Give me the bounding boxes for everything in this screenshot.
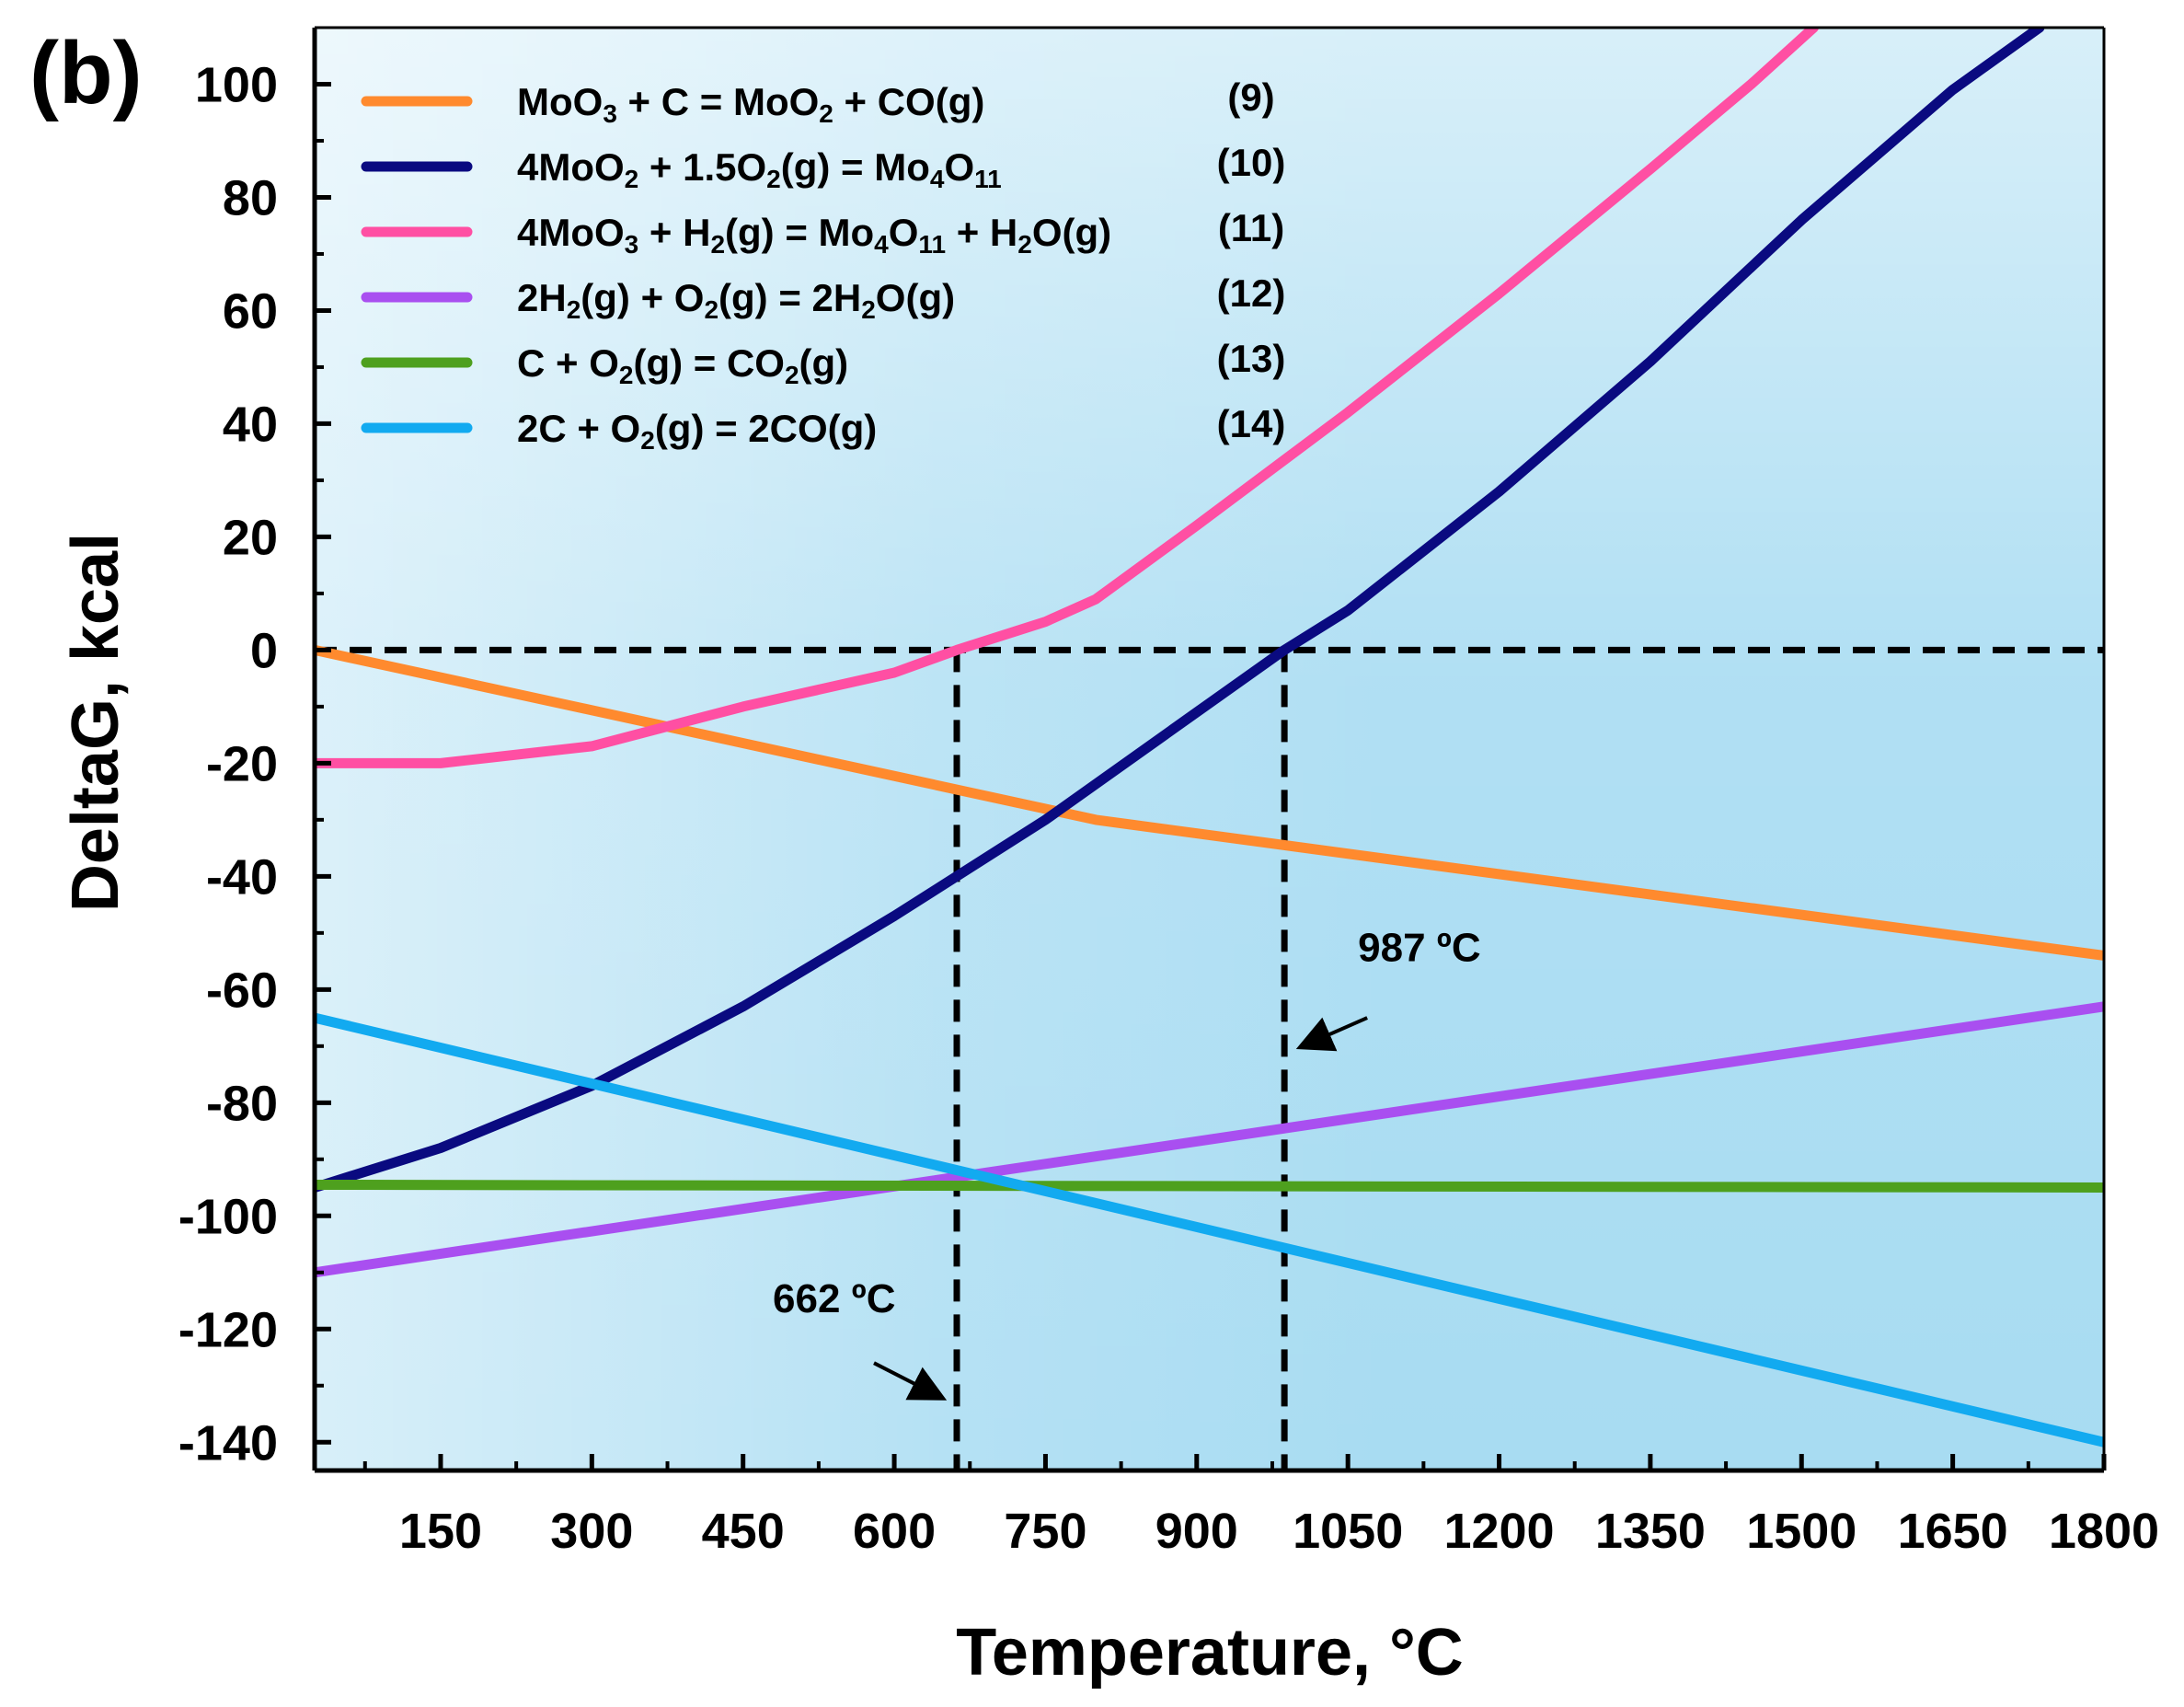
axes	[312, 26, 2107, 1473]
annotations: 987 ºC 662 ºC	[773, 926, 1481, 1401]
y-tick-label: -40	[206, 849, 278, 905]
y-tick-label: -20	[206, 736, 278, 791]
series-line-3	[315, 1001, 2104, 1278]
x-axis-title: Temperature, °C	[956, 1616, 1464, 1690]
legend-label-1: 4MoO2 + 1.5O2(g) = Mo4O11	[517, 145, 1002, 193]
y-tick-label: 80	[223, 170, 278, 225]
legend-label-2: 4MoO3 + H2(g) = Mo4O11 + H2O(g)	[517, 211, 1111, 259]
y-tick-label: 40	[223, 397, 278, 452]
legend-number-3: (12)	[1217, 271, 1286, 315]
legend-label-3: 2H2(g) + O2(g) = 2H2O(g)	[517, 276, 955, 324]
legend-label-4: C + O2(g) = CO2(g)	[517, 341, 848, 389]
legend-number-4: (13)	[1217, 337, 1286, 380]
series-line-1	[315, 28, 2045, 1193]
annotation-arrow-987	[1295, 1016, 1368, 1052]
x-tick-label: 900	[1155, 1504, 1238, 1559]
legend-number-0: (9)	[1227, 75, 1274, 119]
legend-label-5: 2C + O2(g) = 2CO(g)	[517, 407, 877, 455]
x-tick-label: 1050	[1293, 1504, 1403, 1559]
y-tick-label: 20	[223, 510, 278, 565]
series-line-2	[315, 28, 1819, 768]
legend-label-0: MoO3 + C = MoO2 + CO(g)	[517, 80, 984, 128]
tick-labels: 100 80 60 40 20 0 -20 -40 -60 -80 -100 -120 -140 150 3…	[178, 57, 2159, 1559]
x-tick-label: 1650	[1898, 1504, 2008, 1559]
x-tick-label: 1500	[1746, 1504, 1856, 1559]
y-tick-label: 60	[223, 283, 278, 339]
y-tick-label: 0	[250, 623, 278, 678]
x-tick-label: 1200	[1443, 1504, 1554, 1559]
x-tick-label: 450	[702, 1504, 785, 1559]
legend-number-2: (11)	[1218, 206, 1284, 249]
legend-number-1: (10)	[1217, 141, 1286, 184]
annotation-arrow-662	[873, 1361, 948, 1401]
series-line-5	[315, 1012, 2104, 1447]
series-line-0	[315, 644, 2104, 961]
x-tick-label: 1800	[2049, 1504, 2159, 1559]
y-tick-label: -140	[178, 1415, 278, 1471]
series-lines	[315, 28, 2104, 1447]
reference-lines	[315, 646, 2104, 1471]
y-tick-label: -100	[178, 1189, 278, 1244]
legend-number-5: (14)	[1217, 402, 1286, 445]
x-tick-label: 150	[399, 1504, 482, 1559]
y-tick-label: -60	[206, 963, 278, 1018]
x-tick-label: 1350	[1595, 1504, 1706, 1559]
plot-background	[315, 28, 2104, 1471]
series-line-4	[315, 1180, 2104, 1193]
x-tick-label: 600	[853, 1504, 936, 1559]
y-axis-title: DeltaG, kcal	[59, 533, 132, 912]
legend: MoO3 + C = MoO2 + CO(g) (9) 4MoO2 + 1.5O2(…	[361, 75, 1286, 455]
x-tick-label: 750	[1004, 1504, 1086, 1559]
annotation-987: 987 ºC	[1358, 926, 1480, 971]
y-tick-label: -120	[178, 1302, 278, 1357]
annotation-662: 662 ºC	[773, 1276, 895, 1321]
x-tick-label: 300	[550, 1504, 633, 1559]
y-tick-label: 100	[195, 57, 278, 112]
y-tick-label: -80	[206, 1076, 278, 1131]
panel-label: (b)	[29, 24, 143, 122]
